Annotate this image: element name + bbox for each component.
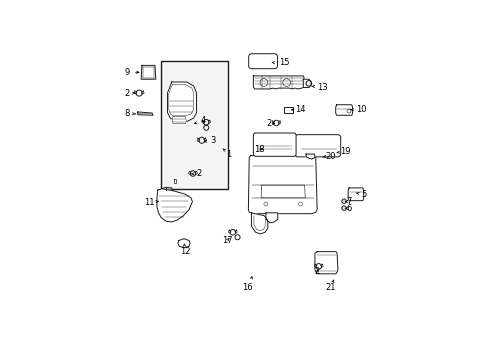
Text: 20: 20 (322, 152, 336, 161)
Polygon shape (228, 230, 230, 233)
Polygon shape (234, 230, 237, 233)
Polygon shape (208, 120, 210, 123)
Polygon shape (178, 239, 190, 248)
Text: 16: 16 (242, 277, 253, 292)
Polygon shape (168, 85, 193, 116)
Text: 8: 8 (124, 109, 135, 118)
Text: 12: 12 (180, 244, 190, 256)
Polygon shape (305, 154, 314, 159)
Polygon shape (197, 138, 200, 142)
Text: 3: 3 (204, 136, 215, 145)
Polygon shape (314, 264, 316, 267)
Text: 13: 13 (311, 83, 327, 92)
Polygon shape (271, 121, 274, 124)
Polygon shape (261, 185, 305, 198)
FancyBboxPatch shape (253, 133, 295, 156)
Text: 2: 2 (314, 267, 319, 276)
Text: 17: 17 (221, 236, 232, 245)
Text: 4: 4 (194, 116, 206, 125)
Text: 18: 18 (253, 145, 264, 154)
Text: 5: 5 (355, 190, 366, 199)
Text: 2: 2 (265, 119, 274, 128)
Text: 2: 2 (124, 89, 135, 98)
Text: 7: 7 (345, 197, 351, 206)
Polygon shape (203, 138, 206, 142)
Text: 6: 6 (345, 204, 351, 213)
Polygon shape (134, 91, 137, 94)
Polygon shape (141, 91, 144, 94)
Polygon shape (278, 121, 280, 124)
Polygon shape (248, 156, 317, 214)
Text: 11: 11 (144, 198, 158, 207)
Bar (284, 107, 292, 113)
Text: 2: 2 (191, 169, 202, 178)
FancyBboxPatch shape (248, 54, 277, 69)
Text: 15: 15 (272, 58, 288, 67)
Polygon shape (320, 264, 323, 267)
Text: 10: 10 (350, 105, 366, 114)
Polygon shape (167, 82, 196, 122)
Polygon shape (335, 105, 352, 115)
Polygon shape (303, 79, 310, 87)
Polygon shape (141, 66, 156, 79)
Text: 21: 21 (325, 280, 336, 292)
Polygon shape (251, 213, 267, 234)
Text: 19: 19 (336, 147, 349, 156)
Text: 9: 9 (124, 68, 139, 77)
Polygon shape (253, 76, 304, 89)
Polygon shape (138, 112, 153, 115)
Polygon shape (195, 171, 197, 175)
Polygon shape (314, 252, 337, 274)
Polygon shape (265, 213, 277, 223)
Polygon shape (188, 171, 191, 175)
Bar (160, 61, 228, 189)
Polygon shape (347, 188, 363, 201)
Polygon shape (157, 189, 192, 222)
FancyBboxPatch shape (294, 135, 340, 157)
Polygon shape (174, 179, 175, 183)
Polygon shape (202, 120, 204, 123)
Text: 1: 1 (223, 149, 231, 158)
Text: 14: 14 (291, 105, 305, 114)
Polygon shape (172, 117, 186, 123)
